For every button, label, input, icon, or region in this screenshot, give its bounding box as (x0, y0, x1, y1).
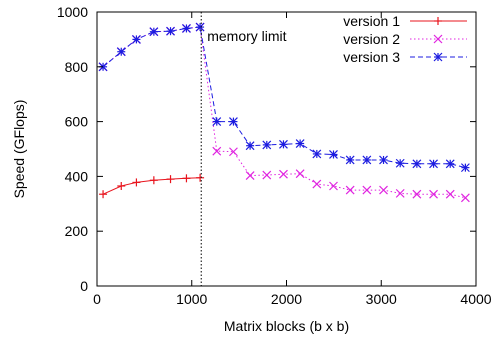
legend-item-2: version 2 (343, 31, 467, 47)
y-tick-label: 400 (65, 168, 89, 184)
series-3-point (445, 159, 455, 169)
series-2-point (460, 193, 470, 203)
legend-item-3: version 3 (343, 49, 467, 65)
legend-item-1: version 1 (343, 13, 467, 29)
series-2-point (212, 146, 222, 156)
x-tick-label: 0 (93, 291, 101, 307)
series-3-point (131, 34, 141, 44)
series-3 (98, 22, 470, 173)
series-2-point (345, 185, 355, 195)
legend: version 1 version 2 version 3 (343, 13, 467, 65)
series-2-point (229, 147, 238, 157)
series-3-point (245, 141, 255, 151)
series-2-point (412, 189, 422, 199)
legend-label: version 1 (343, 13, 400, 29)
series-2-point (329, 181, 338, 191)
series-3-point (229, 117, 238, 127)
y-tick-label: 800 (65, 59, 89, 75)
series-3-point (149, 27, 159, 37)
series-3-point (379, 155, 388, 165)
x-tick-label: 1000 (176, 291, 207, 307)
series-2-point (362, 185, 372, 195)
series-2-point (395, 188, 405, 198)
series-3-point (116, 47, 126, 57)
series-layer (98, 22, 470, 203)
series-3-point (362, 155, 372, 165)
x-axis-label: Matrix blocks (b x b) (224, 318, 349, 334)
legend-marker (433, 52, 443, 62)
series-1 (99, 173, 205, 199)
series-2-point (245, 171, 255, 181)
x-tick-label: 3000 (366, 291, 397, 307)
series-3-line (102, 26, 466, 169)
series-3-point (429, 159, 438, 169)
series-3-point (412, 159, 422, 169)
series-3-point (329, 150, 338, 159)
series-3-point (195, 22, 205, 32)
legend-label: version 3 (343, 49, 400, 65)
series-3-point (395, 158, 405, 168)
y-tick-label: 200 (65, 223, 89, 239)
series-3-point (182, 24, 191, 33)
series-3-point (295, 139, 305, 148)
y-tick-label: 600 (65, 114, 89, 130)
x-tick-label: 2000 (271, 291, 302, 307)
series-2-point (429, 189, 438, 199)
series-3-point (212, 117, 222, 127)
series-3-point (262, 140, 272, 150)
series-2-point (379, 185, 388, 195)
series-2-point (445, 189, 455, 199)
series-3-point (345, 155, 355, 165)
series-3-point (166, 26, 175, 36)
x-tick-label: 4000 (460, 291, 491, 307)
series-2-point (262, 170, 272, 180)
y-tick-label: 1000 (57, 4, 88, 20)
series-2-point (312, 179, 322, 189)
series-2-point (295, 169, 305, 179)
y-tick-label: 0 (80, 278, 88, 294)
series-3-point (460, 163, 470, 173)
plot-frame (96, 11, 477, 287)
series-3-point (312, 149, 322, 159)
series-2-line (102, 26, 466, 199)
axis-layer: 0 1000 2000 3000 4000 0 200 400 600 800 1000 (57, 4, 492, 307)
y-axis-label: Speed (GFlops) (11, 100, 27, 199)
legend-label: version 2 (343, 31, 400, 47)
legend-marker (433, 34, 443, 44)
series-2-point (279, 169, 288, 179)
series-2 (98, 22, 470, 203)
series-3-point (98, 62, 108, 72)
memory-limit-label: memory limit (207, 28, 286, 44)
series-3-point (279, 139, 288, 149)
